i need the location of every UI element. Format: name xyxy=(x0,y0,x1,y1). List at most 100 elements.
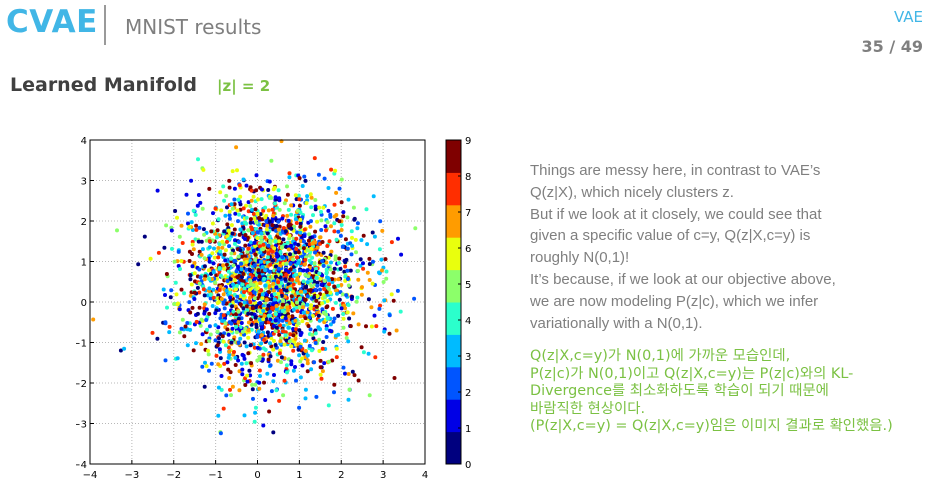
y-tick-label: −2 xyxy=(76,379,87,390)
scatter-point xyxy=(273,201,277,206)
scatter-point xyxy=(260,292,265,297)
scatter-point xyxy=(228,387,232,392)
colorbar-segment xyxy=(446,431,461,465)
scatter-point xyxy=(221,313,226,318)
scatter-point xyxy=(289,359,294,364)
scatter-point xyxy=(285,305,290,310)
scatter-point xyxy=(328,290,333,295)
x-tick-label: −3 xyxy=(125,470,140,481)
scatter-point xyxy=(223,248,228,253)
scatter-point xyxy=(286,223,291,228)
scatter-point xyxy=(303,349,308,353)
colorbar-segment xyxy=(446,302,461,335)
scatter-point xyxy=(316,313,321,318)
scatter-point xyxy=(170,246,174,251)
scatter-point xyxy=(313,250,317,255)
scatter-point xyxy=(219,387,224,392)
scatter-point xyxy=(268,354,273,359)
scatter-point xyxy=(332,221,337,226)
scatter-point xyxy=(199,239,204,244)
scatter-point xyxy=(257,386,262,391)
scatter-point xyxy=(305,302,310,307)
scatter-point xyxy=(245,373,250,378)
scatter-point xyxy=(297,281,302,286)
scatter-point xyxy=(202,311,207,316)
scatter-point xyxy=(198,200,203,205)
scatter-point xyxy=(330,280,335,285)
scatter-point xyxy=(308,192,313,197)
scatter-point xyxy=(175,356,180,361)
scatter-point xyxy=(341,210,346,215)
scatter-point xyxy=(303,387,308,392)
scatter-point xyxy=(173,280,178,285)
scatter-point xyxy=(244,203,248,208)
scatter-point xyxy=(280,302,285,307)
x-tick-label: −2 xyxy=(166,470,181,481)
scatter-point xyxy=(191,348,196,353)
scatter-point xyxy=(301,268,306,273)
scatter-point xyxy=(244,304,249,309)
scatter-point xyxy=(343,237,348,242)
scatter-point xyxy=(230,304,234,309)
scatter-point xyxy=(281,237,286,242)
scatter-point xyxy=(291,257,296,262)
scatter-point xyxy=(320,259,325,263)
scatter-point xyxy=(326,286,331,291)
scatter-point xyxy=(207,286,212,291)
scatter-point xyxy=(192,261,197,265)
scatter-point xyxy=(187,224,192,229)
scatter-point xyxy=(164,272,169,276)
scatter-point xyxy=(225,239,229,244)
scatter-point xyxy=(298,217,303,222)
scatter-point xyxy=(276,227,281,232)
scatter-point xyxy=(276,291,281,296)
scatter-point xyxy=(289,362,294,367)
scatter-point xyxy=(280,308,285,313)
scatter-point xyxy=(291,368,296,373)
scatter-point xyxy=(277,398,282,403)
scatter-point xyxy=(255,345,260,350)
scatter-point xyxy=(295,255,299,260)
scatter-point xyxy=(265,255,270,260)
scatter-point xyxy=(216,246,221,250)
scatter-point xyxy=(249,198,254,203)
scatter-point xyxy=(261,317,266,322)
scatter-point xyxy=(355,226,360,231)
scatter-point xyxy=(251,212,256,216)
scatter-point xyxy=(192,290,197,295)
scatter-point xyxy=(279,360,283,365)
scatter-point xyxy=(205,327,209,332)
scatter-point xyxy=(367,393,372,398)
scatter-point xyxy=(273,343,278,347)
scatter-point xyxy=(340,244,345,249)
scatter-point xyxy=(271,288,276,293)
scatter-point xyxy=(261,308,266,313)
scatter-point xyxy=(254,282,259,286)
scatter-point xyxy=(345,310,350,315)
slide-heading: Learned Manifold xyxy=(10,74,198,96)
scatter-point xyxy=(324,324,329,329)
scatter-point xyxy=(179,223,184,228)
scatter-point xyxy=(274,304,279,308)
scatter-point xyxy=(214,353,219,358)
scatter-point xyxy=(317,318,322,323)
scatter-point xyxy=(315,219,320,224)
scatter-point xyxy=(309,303,314,308)
scatter-point xyxy=(324,260,329,265)
scatter-point xyxy=(330,358,335,363)
scatter-point xyxy=(216,362,221,367)
scatter-point xyxy=(354,250,358,255)
scatter-point xyxy=(302,227,307,232)
scatter-point xyxy=(303,178,308,183)
en-line: given a specific value of c=y, Q(z|X,c=y… xyxy=(530,227,811,245)
scatter-point xyxy=(303,297,308,302)
scatter-point xyxy=(305,358,310,363)
scatter-point xyxy=(268,309,273,314)
scatter-point xyxy=(243,383,248,387)
scatter-point xyxy=(231,300,236,305)
scatter-point xyxy=(269,336,274,341)
scatter-point xyxy=(384,276,389,281)
scatter-point xyxy=(291,289,295,294)
scatter-point xyxy=(286,325,291,330)
colorbar-tick-label: 3 xyxy=(465,352,471,363)
